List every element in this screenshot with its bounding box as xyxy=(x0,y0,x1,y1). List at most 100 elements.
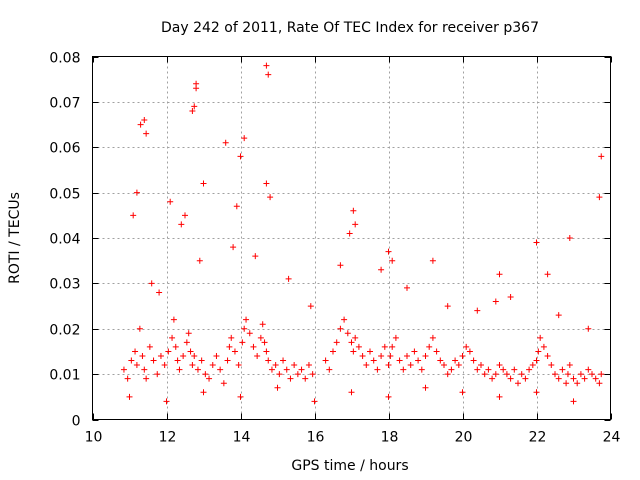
data-point xyxy=(237,393,244,400)
data-point xyxy=(259,321,266,328)
data-point xyxy=(359,352,366,359)
data-point xyxy=(252,253,259,260)
data-point xyxy=(418,366,425,373)
data-point xyxy=(500,366,507,373)
data-point xyxy=(381,343,388,350)
data-point xyxy=(537,334,544,341)
data-point xyxy=(496,393,503,400)
data-point xyxy=(250,343,257,350)
data-point xyxy=(154,371,161,378)
data-point xyxy=(178,221,185,228)
data-point xyxy=(444,303,451,310)
data-point xyxy=(233,203,240,210)
data-point xyxy=(474,366,481,373)
data-point xyxy=(189,107,196,114)
data-point xyxy=(187,348,194,355)
data-point xyxy=(291,362,298,369)
data-point xyxy=(185,330,192,337)
data-point xyxy=(503,371,510,378)
data-point xyxy=(302,375,309,382)
data-point xyxy=(224,357,231,364)
x-tick-label: 20 xyxy=(455,430,473,446)
data-point xyxy=(220,380,227,387)
x-tick-label: 22 xyxy=(529,430,547,446)
data-point xyxy=(574,380,581,387)
data-point xyxy=(156,289,163,296)
data-point xyxy=(202,371,209,378)
data-point xyxy=(540,343,547,350)
data-point xyxy=(463,343,470,350)
data-point xyxy=(307,303,314,310)
data-point xyxy=(228,334,235,341)
data-point xyxy=(485,366,492,373)
data-point xyxy=(209,362,216,369)
data-point xyxy=(128,357,135,364)
data-point xyxy=(478,362,484,369)
data-point xyxy=(355,343,362,350)
data-point xyxy=(169,334,176,341)
data-point xyxy=(157,352,164,359)
data-point xyxy=(448,366,455,373)
data-point xyxy=(466,348,473,355)
x-tick-label: 14 xyxy=(233,430,251,446)
data-point xyxy=(139,352,146,359)
data-point xyxy=(133,189,140,196)
data-point xyxy=(141,366,148,373)
data-point xyxy=(496,271,503,278)
data-point xyxy=(387,352,394,359)
y-tick-label: 0.07 xyxy=(49,96,80,112)
data-point xyxy=(598,371,605,378)
data-point xyxy=(241,325,248,332)
data-point xyxy=(230,244,237,251)
data-point xyxy=(174,357,181,364)
axis-ticks xyxy=(92,56,612,421)
data-points xyxy=(120,62,605,405)
data-point xyxy=(535,348,542,355)
data-point xyxy=(518,371,525,378)
data-point xyxy=(191,352,198,359)
data-point xyxy=(283,366,290,373)
x-tick-label: 10 xyxy=(85,430,103,446)
x-tick-labels: 10 12 14 16 18 20 22 24 xyxy=(85,430,621,446)
data-point xyxy=(217,366,224,373)
data-point xyxy=(265,357,272,364)
data-point xyxy=(378,352,385,359)
data-point xyxy=(350,207,357,214)
data-point xyxy=(133,362,140,369)
data-point xyxy=(231,348,238,355)
data-point xyxy=(367,348,373,355)
data-point xyxy=(191,103,198,110)
data-point xyxy=(555,375,562,382)
data-point xyxy=(422,384,429,391)
x-tick-label: 24 xyxy=(603,430,621,446)
data-point xyxy=(481,371,488,378)
data-point xyxy=(257,334,264,341)
data-point xyxy=(533,239,540,246)
data-point xyxy=(287,375,294,382)
data-point xyxy=(193,80,200,87)
data-point xyxy=(305,362,312,369)
data-point xyxy=(407,362,414,369)
data-point xyxy=(132,348,139,355)
data-point xyxy=(433,348,440,355)
plot-frame xyxy=(92,56,611,420)
data-point xyxy=(198,357,205,364)
data-point xyxy=(337,325,344,332)
data-point xyxy=(309,371,316,378)
data-point xyxy=(596,194,603,201)
data-point xyxy=(200,389,207,396)
data-point xyxy=(246,330,253,337)
data-point xyxy=(348,339,355,346)
data-point xyxy=(183,339,190,346)
data-point xyxy=(352,221,359,228)
data-point xyxy=(492,371,499,378)
data-point xyxy=(222,139,229,146)
data-point xyxy=(182,212,188,219)
data-point xyxy=(385,362,392,369)
data-point xyxy=(444,371,451,378)
y-tick-labels: 0 0.01 0.02 0.03 0.04 0.05 0.06 0.07 0.08 xyxy=(49,51,80,430)
data-point xyxy=(426,343,433,350)
data-point xyxy=(577,371,584,378)
data-point xyxy=(496,362,503,369)
data-point xyxy=(326,366,333,373)
